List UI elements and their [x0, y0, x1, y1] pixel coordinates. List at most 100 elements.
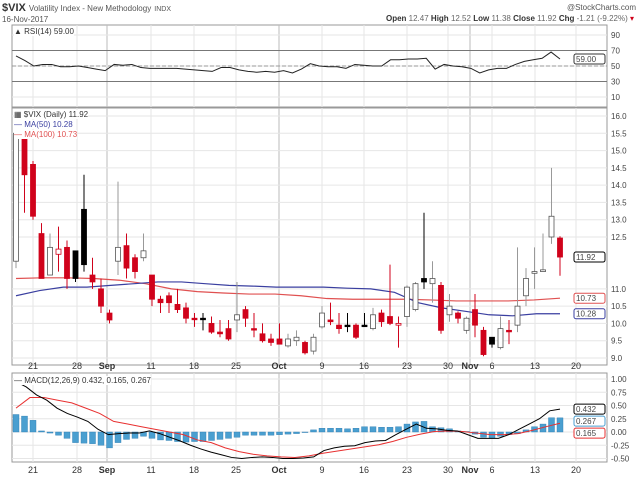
candle-body [140, 250, 147, 259]
macd-histogram-bar [361, 426, 368, 433]
x-axis-top-tick: 28 [72, 361, 82, 371]
candle-body [276, 338, 283, 345]
candle [174, 288, 181, 314]
price-tick-label: 13.5 [611, 198, 627, 207]
x-axis-top-tick: 25 [231, 361, 241, 371]
price-tick-label: 13.0 [611, 216, 627, 225]
candle-body [166, 295, 172, 304]
macd-histogram-bar [233, 431, 241, 438]
candle [72, 250, 79, 282]
macd-histogram-bar [38, 430, 45, 433]
macd-histogram-bar [259, 431, 266, 436]
macd-histogram-bar [488, 431, 496, 439]
ma50-line [15, 281, 560, 317]
x-axis-top-tick: 13 [530, 361, 540, 371]
candle-body [285, 338, 291, 347]
macd-tick-label: 1.00 [611, 375, 627, 384]
candle [217, 319, 223, 338]
macd-histogram-bar [191, 431, 198, 442]
candle [302, 340, 308, 355]
candle-body [123, 245, 130, 269]
price-tick-label: 12.5 [611, 233, 627, 242]
ma100-last-value: 10.73 [576, 294, 597, 303]
candle [361, 313, 368, 328]
candle [446, 294, 453, 322]
x-axis-bottom-tick: Nov [461, 465, 478, 475]
macd-histogram-bar [497, 431, 504, 437]
x-axis-bottom-tick: 28 [72, 465, 82, 475]
chart-date: 16-Nov-2017 [2, 15, 49, 24]
macd-histogram-bar [556, 417, 564, 433]
brand-link[interactable]: @StockCharts.com [566, 3, 636, 12]
candle [64, 240, 70, 289]
candle [81, 174, 87, 272]
macd-histogram-bar [174, 431, 181, 442]
macd-histogram-bar [293, 431, 300, 434]
price-tick-label: 14.5 [611, 164, 627, 173]
macd-histogram-bar [276, 431, 283, 435]
price-last-value-box [573, 251, 606, 263]
macd-histogram-bar [378, 427, 385, 433]
candle-body [89, 274, 96, 283]
candle-body [191, 317, 198, 321]
ma50-last-value-box [573, 308, 606, 320]
close-label: Close [513, 14, 535, 23]
candle [98, 278, 104, 314]
candle-body [531, 271, 538, 274]
candle [429, 261, 436, 303]
x-axis-top-tick: 6 [489, 361, 494, 371]
x-axis-bottom-tick: 23 [402, 465, 412, 475]
candle [140, 233, 147, 262]
chg-label: Chg [558, 14, 575, 23]
candle-body [336, 324, 342, 330]
candle-body [38, 233, 45, 279]
candle-body [472, 309, 478, 326]
candle-body [208, 323, 215, 333]
macd-histogram-bar [21, 415, 28, 433]
x-axis-top-tick: Nov [461, 361, 478, 371]
low-label: Low [473, 14, 490, 23]
candle-body [55, 248, 62, 255]
candle-body [319, 312, 325, 328]
price-tick-label: 9.5 [611, 337, 623, 346]
price-tick-label: 11.0 [611, 285, 627, 294]
x-axis-top-tick: 11 [146, 361, 155, 371]
x-axis-bottom-tick: Sep [99, 465, 116, 475]
macd-tick-label: 0.00 [611, 428, 627, 437]
candle-body [548, 215, 555, 238]
candle [310, 333, 317, 355]
candle [293, 330, 300, 346]
macd-histogram-bar [29, 420, 37, 433]
candle-body [361, 324, 368, 328]
candle-body [30, 163, 36, 217]
candle [336, 313, 342, 334]
candle [319, 306, 325, 329]
x-axis-bottom-tick: 11 [146, 465, 155, 475]
rsi-tick-label: 70 [611, 47, 620, 56]
candle [497, 316, 504, 350]
price-tick-label: 10.5 [611, 302, 627, 311]
price-last-value: 11.92 [576, 253, 596, 262]
candle [514, 247, 521, 333]
candle-body [455, 312, 461, 319]
macd-histogram-bar [225, 431, 232, 439]
candle-body [514, 305, 521, 326]
candle-body [217, 331, 223, 335]
macd-hist-last-value: 0.267 [576, 417, 597, 426]
candle [344, 313, 351, 333]
candle-body [234, 314, 240, 321]
candle-body [310, 336, 317, 352]
macd-histogram-bar [12, 414, 20, 433]
candle-body [251, 328, 257, 331]
candle-body [523, 278, 529, 297]
macd-histogram-bar [89, 431, 96, 444]
candle [89, 257, 96, 289]
chg-value: -1.21 (-9.22%) [576, 14, 628, 23]
high-value: 12.52 [450, 14, 471, 23]
candle [412, 281, 419, 312]
candle [327, 302, 334, 326]
candle-body [446, 305, 453, 316]
candle [472, 294, 478, 338]
macd-tick-label: -0.50 [611, 455, 630, 464]
